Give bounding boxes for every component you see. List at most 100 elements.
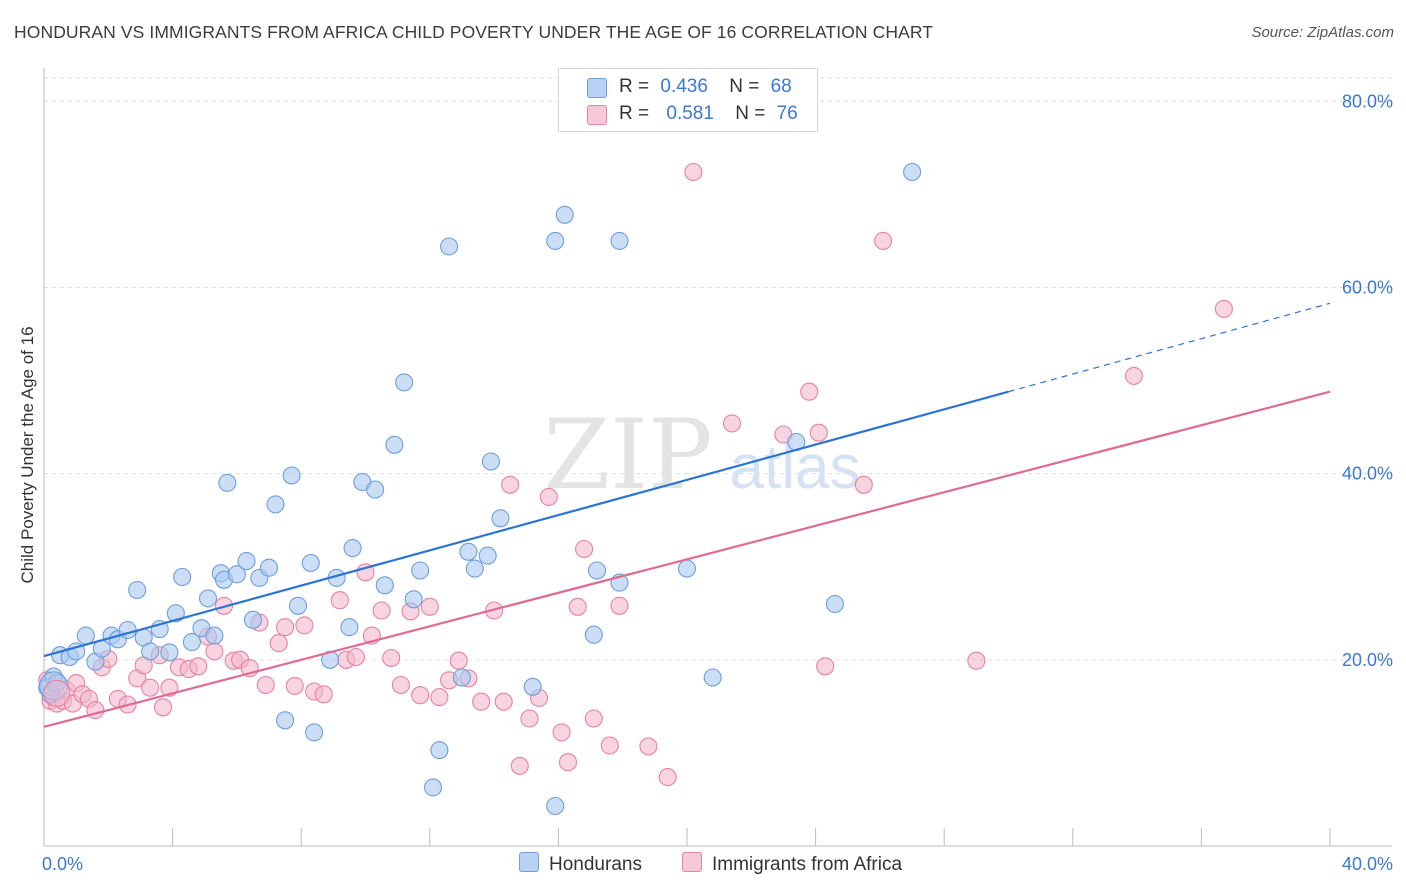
honduran-point	[546, 231, 565, 250]
legend-r-value-africa: 0.581	[666, 103, 714, 124]
honduran-point	[555, 205, 574, 224]
honduran-point	[305, 723, 324, 742]
africa-point	[552, 723, 571, 742]
honduran-point	[282, 466, 301, 485]
honduran-point	[227, 565, 246, 584]
africa-point	[816, 657, 835, 676]
watermark-zip: ZIP	[543, 399, 712, 511]
bottom-legend-swatch-blue	[519, 852, 539, 872]
grid-lines	[44, 77, 1392, 661]
africa-point	[575, 539, 594, 559]
honduran-point	[440, 237, 459, 256]
honduran-point	[430, 741, 449, 760]
africa-point	[472, 692, 491, 711]
honduran-point	[343, 539, 362, 558]
africa-point	[501, 475, 520, 494]
africa-point	[510, 756, 529, 775]
bottom-legend-africa: Immigrants from Africa	[682, 852, 902, 876]
x-tick-label-left: 0.0%	[42, 854, 83, 874]
honduran-point	[385, 435, 404, 454]
honduran-point	[288, 596, 308, 615]
africa-point	[539, 487, 558, 506]
legend-r-label: R =	[619, 76, 650, 97]
honduran-point	[465, 559, 484, 578]
honduran-point	[160, 643, 179, 662]
africa-point	[967, 651, 986, 670]
honduran-point	[205, 626, 224, 645]
bottom-legend-hondurans: Hondurans	[519, 852, 642, 876]
honduran-point	[276, 711, 295, 730]
source-label: Source: ZipAtlas.com	[1251, 24, 1394, 41]
africa-point	[285, 676, 304, 695]
legend-n-value-hondurans: 68	[770, 76, 792, 97]
africa-point	[189, 657, 208, 676]
honduran-point	[182, 633, 201, 652]
legend-swatch-blue	[587, 78, 607, 98]
legend-n-label: N =	[729, 76, 760, 97]
honduran-point	[825, 594, 844, 614]
africa-point	[610, 596, 629, 615]
africa-point	[658, 768, 677, 787]
honduran-point	[491, 509, 510, 528]
africa-point	[449, 651, 468, 670]
tick-labels: 20.0% 40.0% 60.0% 80.0% 0.0% 40.0%	[42, 91, 1393, 874]
x-tick-label-right: 40.0%	[1342, 854, 1393, 874]
honduran-point	[340, 618, 359, 637]
honduran-point	[218, 473, 237, 492]
africa-point	[874, 231, 893, 250]
africa-point	[600, 736, 619, 755]
africa-point	[430, 688, 449, 707]
honduran-point	[903, 162, 922, 182]
y-tick-label: 60.0%	[1342, 277, 1393, 297]
africa-point	[205, 642, 224, 661]
honduran-point	[523, 677, 542, 696]
africa-point	[330, 591, 349, 610]
honduran-point	[546, 796, 565, 816]
honduran-point	[173, 567, 192, 587]
africa-point	[558, 753, 578, 772]
africa-point	[584, 709, 603, 728]
africa-point	[276, 618, 295, 637]
honduran-point	[459, 542, 478, 561]
data-points	[38, 162, 1233, 816]
honduran-point	[198, 589, 218, 608]
africa-point	[411, 686, 430, 705]
y-tick-label: 80.0%	[1342, 91, 1393, 111]
honduran-point	[76, 626, 95, 645]
chart-title: HONDURAN VS IMMIGRANTS FROM AFRICA CHILD…	[14, 22, 934, 42]
honduran-point	[259, 558, 279, 577]
africa-point	[639, 737, 658, 756]
honduran-point	[703, 668, 722, 687]
legend-n-value-africa: 76	[776, 103, 798, 124]
honduran-point	[301, 553, 320, 573]
honduran-point	[404, 590, 423, 609]
y-axis-label: Child Poverty Under the Age of 16	[18, 326, 37, 584]
honduran-trend-extension	[1008, 302, 1331, 393]
africa-point	[153, 698, 173, 717]
bottom-legend-label-africa: Immigrants from Africa	[712, 854, 903, 875]
africa-point	[269, 634, 288, 653]
africa-point	[346, 647, 365, 667]
africa-point	[43, 679, 71, 707]
honduran-point	[266, 495, 285, 514]
africa-point	[256, 675, 275, 695]
africa-point	[494, 692, 513, 711]
africa-point	[520, 709, 539, 728]
honduran-point	[141, 642, 160, 661]
honduran-point	[423, 778, 443, 797]
honduran-trend-line	[43, 390, 1009, 658]
africa-point	[1214, 299, 1233, 318]
africa-point	[391, 675, 410, 695]
honduran-point	[481, 452, 500, 471]
africa-point	[800, 382, 819, 401]
africa-point	[295, 616, 314, 635]
honduran-point	[128, 580, 147, 600]
africa-point	[722, 414, 742, 433]
africa-point	[809, 423, 828, 442]
axes	[43, 68, 1392, 847]
africa-trend-line	[43, 390, 1331, 728]
bottom-legend-swatch-pink	[682, 852, 702, 872]
trend-lines	[43, 302, 1331, 728]
legend-swatch-pink	[587, 105, 607, 125]
